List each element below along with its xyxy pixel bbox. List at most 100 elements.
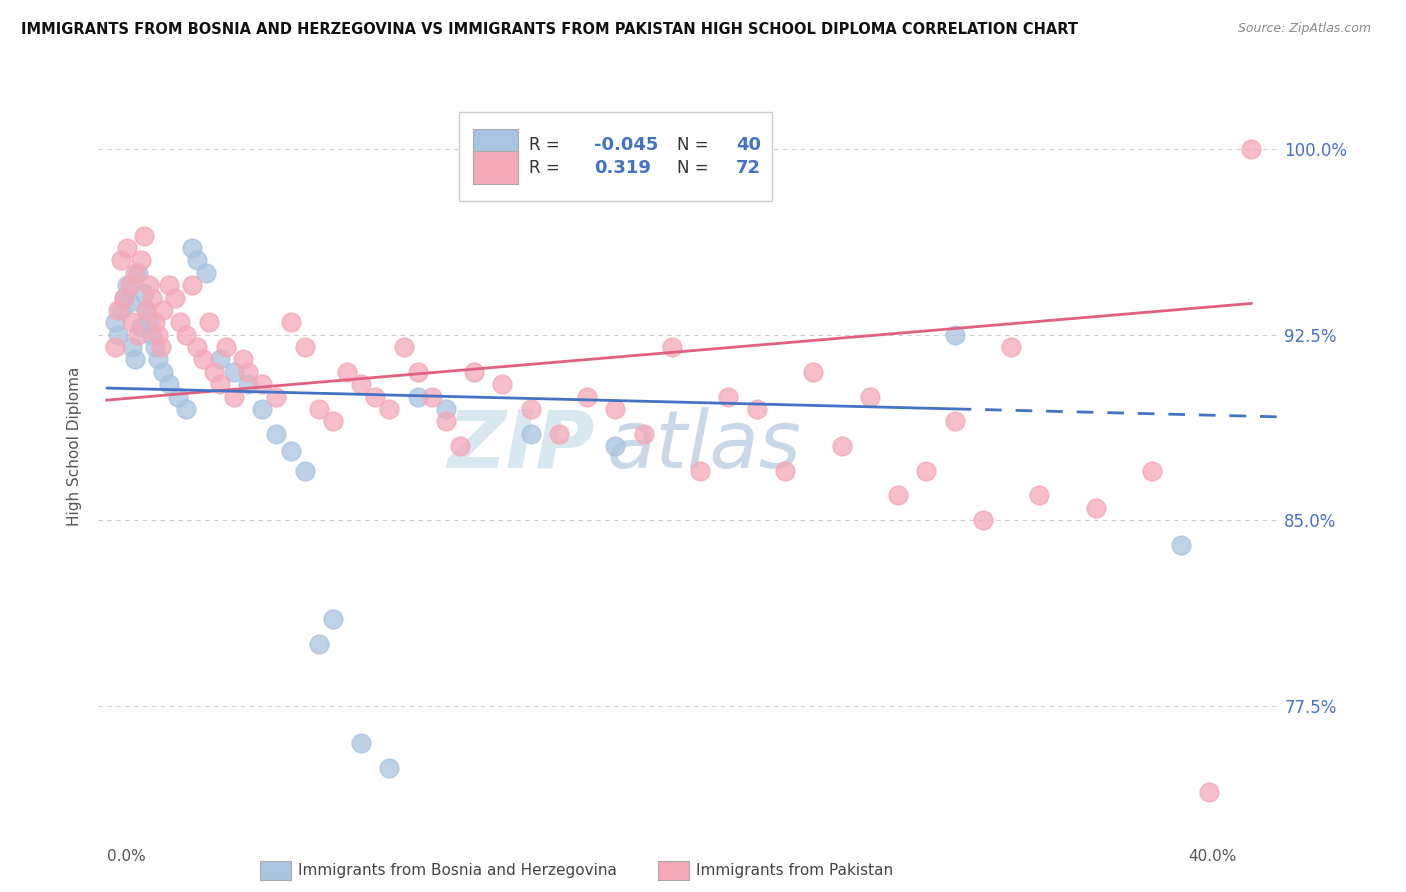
Point bbox=[152, 365, 174, 379]
Point bbox=[364, 390, 387, 404]
Point bbox=[308, 637, 330, 651]
Point bbox=[1000, 340, 1022, 354]
Point bbox=[238, 365, 260, 379]
Point bbox=[115, 241, 138, 255]
Point bbox=[118, 295, 141, 310]
Point bbox=[157, 377, 180, 392]
Point bbox=[322, 612, 344, 626]
Point bbox=[124, 266, 146, 280]
Point bbox=[745, 401, 768, 416]
Point bbox=[138, 278, 160, 293]
Point bbox=[197, 315, 219, 329]
Point bbox=[174, 401, 197, 416]
Point bbox=[1240, 142, 1263, 156]
Point bbox=[180, 241, 202, 255]
Point bbox=[157, 278, 180, 293]
Text: IMMIGRANTS FROM BOSNIA AND HERZEGOVINA VS IMMIGRANTS FROM PAKISTAN HIGH SCHOOL D: IMMIGRANTS FROM BOSNIA AND HERZEGOVINA V… bbox=[21, 22, 1078, 37]
Point bbox=[378, 761, 401, 775]
Point bbox=[605, 401, 627, 416]
Point bbox=[943, 414, 966, 428]
Point bbox=[104, 315, 127, 329]
Text: ZIP: ZIP bbox=[447, 407, 595, 485]
Point bbox=[135, 302, 157, 317]
Point bbox=[132, 228, 155, 243]
Point bbox=[222, 365, 245, 379]
Point bbox=[110, 253, 132, 268]
Point bbox=[127, 327, 149, 342]
FancyBboxPatch shape bbox=[472, 152, 517, 184]
Point bbox=[166, 390, 188, 404]
Point bbox=[392, 340, 415, 354]
Point bbox=[350, 377, 373, 392]
Point bbox=[152, 302, 174, 317]
Point bbox=[915, 464, 938, 478]
Point bbox=[280, 444, 302, 458]
Text: Immigrants from Bosnia and Herzegovina: Immigrants from Bosnia and Herzegovina bbox=[298, 863, 617, 878]
Point bbox=[107, 327, 129, 342]
Point bbox=[149, 340, 172, 354]
FancyBboxPatch shape bbox=[472, 129, 517, 161]
Point bbox=[214, 340, 236, 354]
Point bbox=[519, 426, 541, 441]
Point bbox=[186, 340, 208, 354]
Text: 0.0%: 0.0% bbox=[107, 849, 146, 864]
Point bbox=[208, 377, 231, 392]
Y-axis label: High School Diploma: High School Diploma bbox=[67, 367, 83, 525]
Point bbox=[689, 464, 711, 478]
Point bbox=[294, 464, 316, 478]
Point bbox=[463, 365, 485, 379]
Point bbox=[208, 352, 231, 367]
Point bbox=[129, 253, 152, 268]
Point bbox=[308, 401, 330, 416]
Point bbox=[110, 302, 132, 317]
Point bbox=[169, 315, 191, 329]
Point bbox=[1198, 785, 1220, 799]
Point bbox=[717, 390, 740, 404]
FancyBboxPatch shape bbox=[458, 112, 772, 201]
Point bbox=[1084, 500, 1107, 515]
Text: -0.045: -0.045 bbox=[595, 136, 659, 154]
Point bbox=[132, 285, 155, 300]
Point bbox=[801, 365, 824, 379]
Point bbox=[406, 365, 429, 379]
Text: N =: N = bbox=[678, 159, 714, 177]
Point bbox=[548, 426, 571, 441]
Point bbox=[231, 352, 253, 367]
Point bbox=[280, 315, 302, 329]
Point bbox=[121, 340, 143, 354]
Point bbox=[252, 401, 274, 416]
Point bbox=[1170, 538, 1192, 552]
Text: 0.319: 0.319 bbox=[595, 159, 651, 177]
Text: Immigrants from Pakistan: Immigrants from Pakistan bbox=[696, 863, 893, 878]
Point bbox=[104, 340, 127, 354]
Point bbox=[350, 736, 373, 750]
Point bbox=[138, 315, 160, 329]
Point bbox=[449, 439, 471, 453]
Text: Source: ZipAtlas.com: Source: ZipAtlas.com bbox=[1237, 22, 1371, 36]
Point bbox=[633, 426, 655, 441]
Point bbox=[859, 390, 882, 404]
Point bbox=[112, 291, 135, 305]
Point bbox=[141, 291, 163, 305]
Point bbox=[143, 340, 166, 354]
Point bbox=[661, 340, 683, 354]
Point bbox=[605, 439, 627, 453]
Point bbox=[194, 266, 217, 280]
Point bbox=[336, 365, 359, 379]
Text: atlas: atlas bbox=[606, 407, 801, 485]
Text: 40.0%: 40.0% bbox=[1188, 849, 1237, 864]
Point bbox=[135, 302, 157, 317]
Point bbox=[252, 377, 274, 392]
Point bbox=[420, 390, 443, 404]
Point bbox=[141, 327, 163, 342]
Point bbox=[266, 426, 288, 441]
Text: R =: R = bbox=[530, 159, 565, 177]
Text: 72: 72 bbox=[737, 159, 761, 177]
Point bbox=[124, 352, 146, 367]
Point bbox=[146, 327, 169, 342]
Point bbox=[887, 488, 910, 502]
Point bbox=[121, 315, 143, 329]
Point bbox=[773, 464, 796, 478]
Point bbox=[222, 390, 245, 404]
Text: 40: 40 bbox=[737, 136, 761, 154]
